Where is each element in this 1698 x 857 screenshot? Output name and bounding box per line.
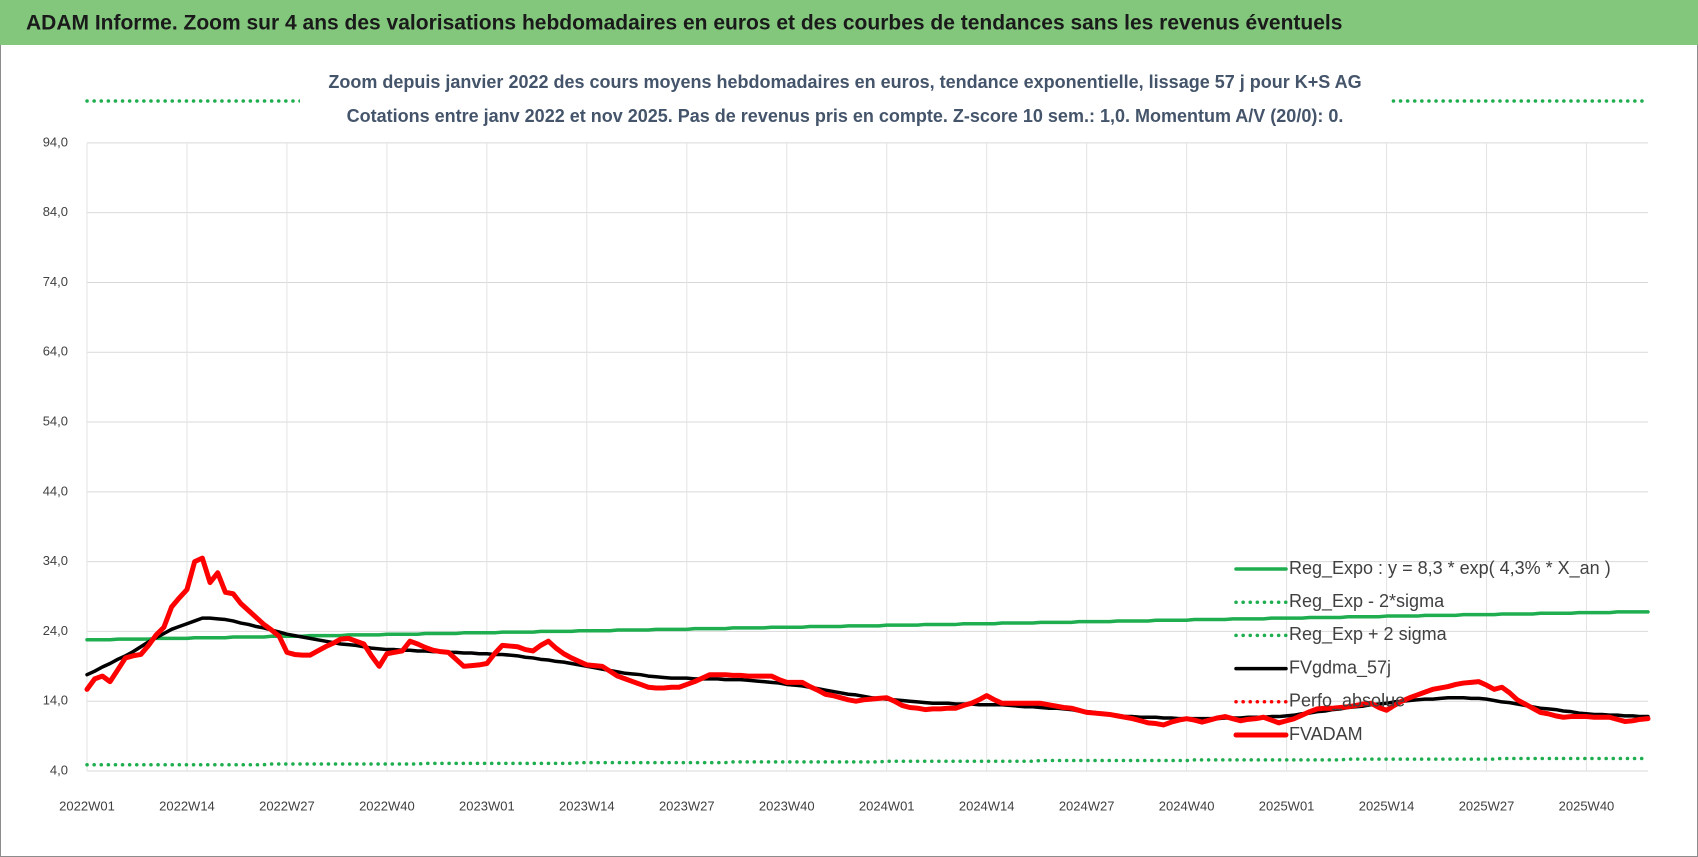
y-tick-label: 44,0 [43,483,68,498]
header-bar [0,0,1698,45]
y-tick-label: 74,0 [43,274,68,289]
x-tick-label: 2024W40 [1159,798,1215,813]
legend-label: FVADAM [1289,724,1363,744]
chart-title: Zoom depuis janvier 2022 des cours moyen… [328,72,1361,92]
series-line [85,610,1650,642]
x-tick-label: 2025W14 [1359,798,1415,813]
x-tick-label: 2022W14 [159,798,215,813]
legend-label: FVgdma_57j [1289,657,1391,678]
y-tick-label: 14,0 [43,693,68,708]
series-line [85,756,1650,767]
x-tick-label: 2025W40 [1559,798,1615,813]
x-tick-label: 2024W01 [859,798,915,813]
x-tick-label: 2025W27 [1459,798,1515,813]
subtitle-background [300,64,1390,134]
y-tick-label: 24,0 [43,623,68,638]
x-tick-label: 2023W01 [459,798,515,813]
x-tick-label: 2022W01 [59,798,115,813]
x-tick-label: 2022W27 [259,798,315,813]
series-line [84,555,1651,728]
legend-label: Reg_Expo : y = 8,3 * exp( 4,3% * X_an ) [1289,558,1611,579]
y-tick-label: 34,0 [43,553,68,568]
grid: 4,0 14,0 24,0 34,0 44,0 54,0 64,0 74,0 84,0 94,0 2… [43,134,1648,813]
y-tick-label: 84,0 [43,204,68,219]
y-tick-label: 64,0 [43,344,68,359]
chart-subtitle: Cotations entre janv 2022 et nov 2025. P… [347,106,1344,126]
legend: Reg_Expo : y = 8,3 * exp( 4,3% * X_an ) R… [1233,558,1611,744]
x-tick-label: 2025W01 [1259,798,1315,813]
x-tick-label: 2022W40 [359,798,415,813]
y-tick-label: 94,0 [43,134,68,149]
x-tick-label: 2023W40 [759,798,815,813]
legend-label: Perfo_absolue [1289,691,1405,712]
page-title: ADAM Informe. Zoom sur 4 ans des valoris… [26,12,1342,35]
y-tick-label: 54,0 [43,413,68,428]
legend-label: Reg_Exp + 2 sigma [1289,624,1448,645]
x-tick-label: 2023W27 [659,798,715,813]
y-tick-label: 4,0 [50,762,68,777]
x-tick-label: 2024W14 [959,798,1015,813]
x-tick-label: 2023W14 [559,798,615,813]
legend-label: Reg_Exp - 2*sigma [1289,591,1445,612]
x-tick-label: 2024W27 [1059,798,1115,813]
